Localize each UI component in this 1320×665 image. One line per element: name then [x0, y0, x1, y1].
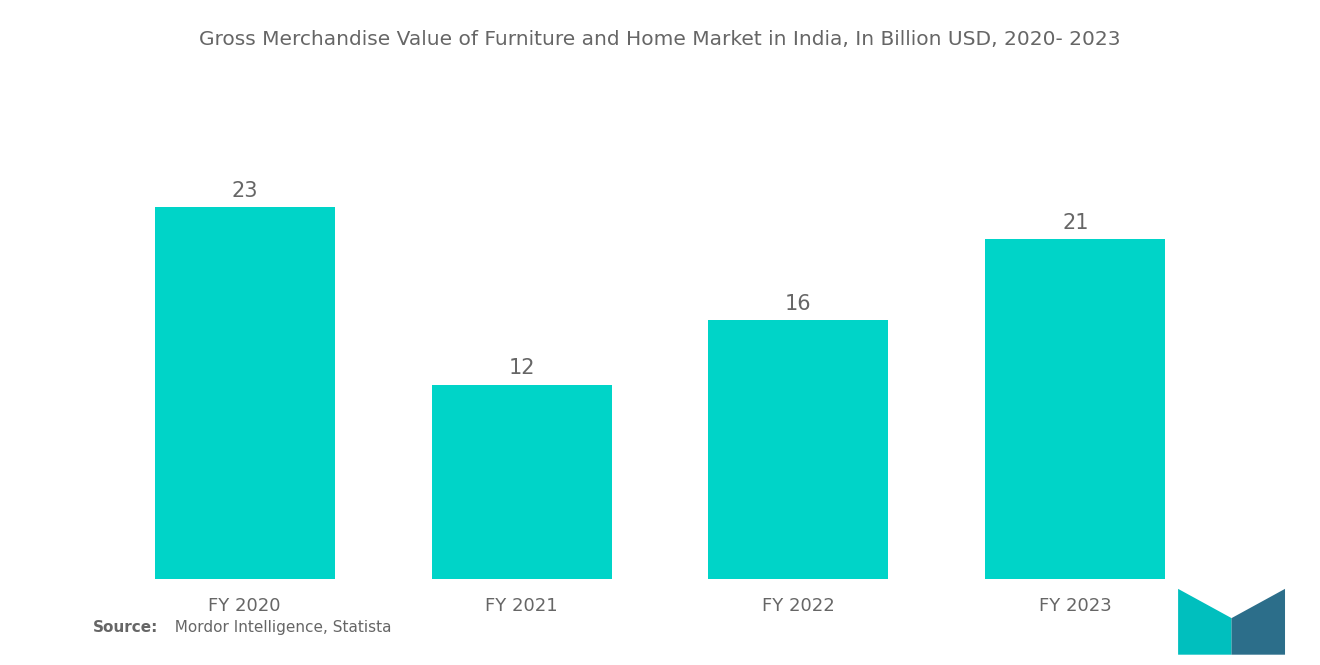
Text: 21: 21 [1063, 213, 1089, 233]
Text: Gross Merchandise Value of Furniture and Home Market in India, In Billion USD, 2: Gross Merchandise Value of Furniture and… [199, 30, 1121, 49]
Text: 23: 23 [231, 181, 257, 201]
Bar [154, 207, 335, 579]
Polygon shape [1179, 589, 1232, 654]
Bar [985, 239, 1166, 579]
Text: Mordor Intelligence, Statista: Mordor Intelligence, Statista [165, 620, 392, 635]
Text: 16: 16 [785, 294, 812, 314]
Bar [709, 320, 888, 579]
Text: 12: 12 [508, 358, 535, 378]
Polygon shape [1232, 589, 1286, 654]
Bar [432, 385, 611, 579]
Text: Source:: Source: [92, 620, 158, 635]
